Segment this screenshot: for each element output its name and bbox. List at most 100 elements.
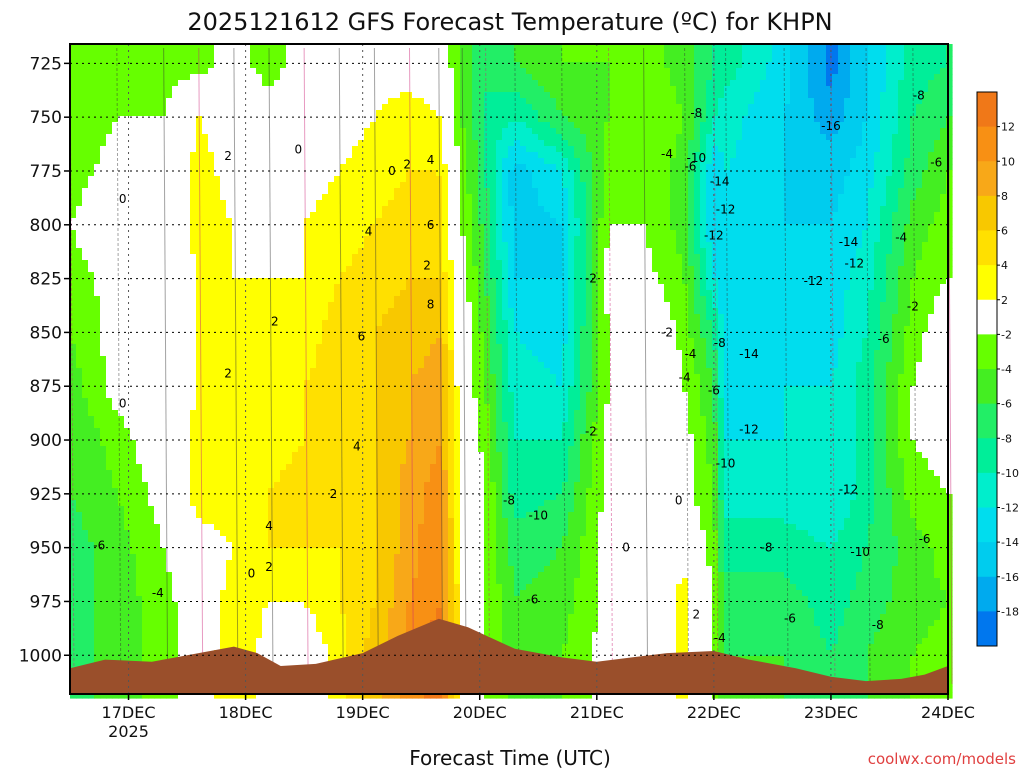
temperature-cell bbox=[160, 578, 167, 585]
temperature-cell bbox=[136, 374, 143, 381]
temperature-cell bbox=[310, 452, 317, 459]
temperature-cell bbox=[76, 248, 83, 255]
temperature-cell bbox=[292, 434, 299, 441]
temperature-cell bbox=[262, 470, 269, 477]
temperature-cell bbox=[100, 542, 107, 549]
temperature-cell bbox=[130, 470, 137, 477]
temperature-cell bbox=[94, 266, 101, 273]
temperature-cell bbox=[310, 278, 317, 285]
temperature-cell bbox=[106, 92, 113, 99]
temperature-cell bbox=[250, 518, 257, 525]
temperature-cell bbox=[292, 236, 299, 243]
temperature-cell bbox=[220, 296, 227, 303]
temperature-cell bbox=[118, 596, 125, 603]
temperature-cell bbox=[142, 74, 149, 81]
temperature-cell bbox=[328, 656, 335, 663]
temperature-cell bbox=[76, 536, 83, 543]
temperature-cell bbox=[286, 482, 293, 489]
temperature-cell bbox=[208, 494, 215, 501]
temperature-cell bbox=[148, 314, 155, 321]
temperature-cell bbox=[166, 560, 173, 567]
temperature-cell bbox=[322, 488, 329, 495]
temperature-cell bbox=[214, 146, 221, 153]
temperature-cell bbox=[244, 170, 251, 177]
temperature-cell bbox=[274, 482, 281, 489]
temperature-cell bbox=[310, 602, 317, 609]
temperature-cell bbox=[328, 182, 335, 189]
temperature-cell bbox=[130, 410, 137, 417]
temperature-cell bbox=[286, 170, 293, 177]
temperature-cell bbox=[154, 326, 161, 333]
temperature-cell bbox=[196, 230, 203, 237]
temperature-cell bbox=[316, 62, 323, 69]
temperature-cell bbox=[280, 482, 287, 489]
temperature-cell bbox=[184, 230, 191, 237]
temperature-cell bbox=[112, 176, 119, 183]
temperature-cell bbox=[232, 140, 239, 147]
temperature-cell bbox=[130, 308, 137, 315]
temperature-cell bbox=[106, 614, 113, 621]
temperature-cell bbox=[334, 302, 341, 309]
temperature-cell bbox=[340, 356, 347, 363]
temperature-cell bbox=[256, 368, 263, 375]
temperature-cell bbox=[190, 644, 197, 651]
temperature-cell bbox=[256, 56, 263, 63]
temperature-cell bbox=[322, 596, 329, 603]
temperature-cell bbox=[148, 638, 155, 645]
temperature-cell bbox=[136, 230, 143, 237]
temperature-cell bbox=[124, 380, 131, 387]
temperature-cell bbox=[316, 644, 323, 651]
temperature-cell bbox=[298, 608, 305, 615]
temperature-cell bbox=[118, 326, 125, 333]
temperature-cell bbox=[322, 176, 329, 183]
temperature-cell bbox=[154, 614, 161, 621]
temperature-cell bbox=[196, 422, 203, 429]
temperature-cell bbox=[178, 392, 185, 399]
temperature-cell bbox=[166, 158, 173, 165]
temperature-cell bbox=[208, 152, 215, 159]
temperature-cell bbox=[340, 404, 347, 411]
temperature-cell bbox=[166, 212, 173, 219]
temperature-cell bbox=[148, 428, 155, 435]
temperature-cell bbox=[202, 500, 209, 507]
temperature-cell bbox=[274, 284, 281, 291]
temperature-cell bbox=[298, 302, 305, 309]
temperature-cell bbox=[184, 632, 191, 639]
temperature-cell bbox=[154, 500, 161, 507]
temperature-cell bbox=[166, 230, 173, 237]
temperature-cell bbox=[250, 146, 257, 153]
temperature-cell bbox=[118, 458, 125, 465]
temperature-cell bbox=[334, 296, 341, 303]
temperature-cell bbox=[142, 476, 149, 483]
temperature-cell bbox=[82, 122, 89, 129]
temperature-cell bbox=[196, 632, 203, 639]
temperature-cell bbox=[316, 338, 323, 345]
temperature-cell bbox=[148, 572, 155, 579]
temperature-cell bbox=[214, 476, 221, 483]
temperature-cell bbox=[160, 290, 167, 297]
temperature-cell bbox=[70, 158, 77, 165]
temperature-cell bbox=[76, 410, 83, 417]
temperature-cell bbox=[316, 542, 323, 549]
temperature-cell bbox=[226, 128, 233, 135]
temperature-cell bbox=[328, 644, 335, 651]
temperature-cell bbox=[280, 596, 287, 603]
temperature-cell bbox=[256, 68, 263, 75]
temperature-cell bbox=[232, 530, 239, 537]
temperature-cell bbox=[274, 434, 281, 441]
temperature-cell bbox=[190, 86, 197, 93]
temperature-cell bbox=[310, 386, 317, 393]
temperature-cell bbox=[106, 404, 113, 411]
temperature-cell bbox=[184, 128, 191, 135]
temperature-cell bbox=[154, 518, 161, 525]
temperature-cell bbox=[118, 116, 125, 123]
temperature-cell bbox=[190, 176, 197, 183]
temperature-cell bbox=[340, 242, 347, 249]
temperature-cell bbox=[112, 290, 119, 297]
temperature-cell bbox=[184, 254, 191, 261]
temperature-cell bbox=[112, 410, 119, 417]
temperature-cell bbox=[178, 374, 185, 381]
temperature-cell bbox=[76, 68, 83, 75]
temperature-cell bbox=[286, 44, 293, 51]
temperature-cell bbox=[82, 638, 89, 645]
